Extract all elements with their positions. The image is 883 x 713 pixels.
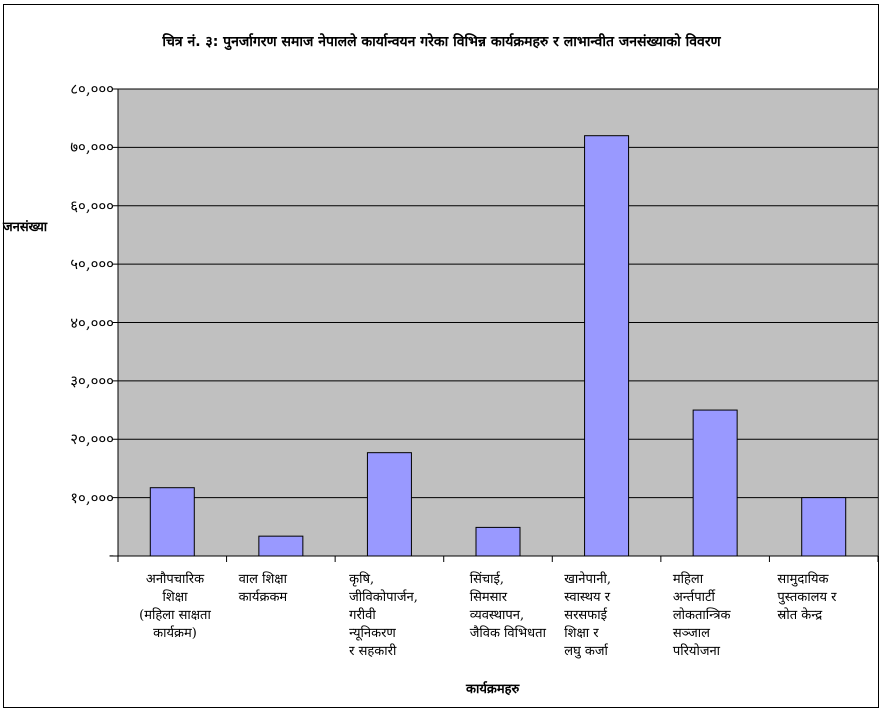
bar (475, 526, 521, 557)
y-tick-label: ५०,००० (70, 255, 114, 274)
category-label: खानेपानी, स्वास्थय र सरसफाई शिक्षा र लघु… (564, 572, 611, 659)
y-axis-label: जनसंख्या (3, 220, 48, 235)
y-tick-label: १०,००० (70, 488, 114, 507)
y-tick-label: ४०,००० (70, 313, 114, 332)
bar (149, 487, 195, 557)
y-tick-label: ६०,००० (70, 196, 114, 215)
category-label: महिला अर्न्तपार्टी लोकतान्त्रिक सञ्जाल प… (672, 572, 731, 659)
category-label: वाल शिक्षा कार्यक्रकम (238, 572, 288, 605)
bar (584, 135, 630, 557)
y-tick-label: ८०,००० (70, 80, 114, 98)
bar (692, 409, 738, 557)
category-label: अनौपचारिक शिक्षा (महिला साक्षता कार्यक्र… (139, 572, 211, 641)
bar (366, 452, 412, 557)
bar (258, 535, 304, 557)
y-tick-label: - (108, 546, 114, 564)
chart-title: चित्र नं. ३: पुनर्जागरण समाज नेपालले कार… (162, 34, 721, 50)
category-label: कृषि, जीविकोपार्जन, गरीवी न्यूनिकरण र सह… (349, 572, 418, 659)
bar (801, 497, 847, 557)
x-axis-label: कार्यक्रमहरु (466, 682, 520, 697)
category-label: सिंचाई, सिमसार व्यवस्थापन, जैविक विभिधता (469, 572, 546, 641)
y-tick-label: २०,००० (70, 430, 114, 449)
y-tick-label: ७०,००० (70, 138, 114, 157)
y-tick-label: ३०,००० (70, 371, 114, 390)
category-label: सामुदायिक पुस्तकालय र स्रोत केन्द्र (777, 572, 837, 623)
